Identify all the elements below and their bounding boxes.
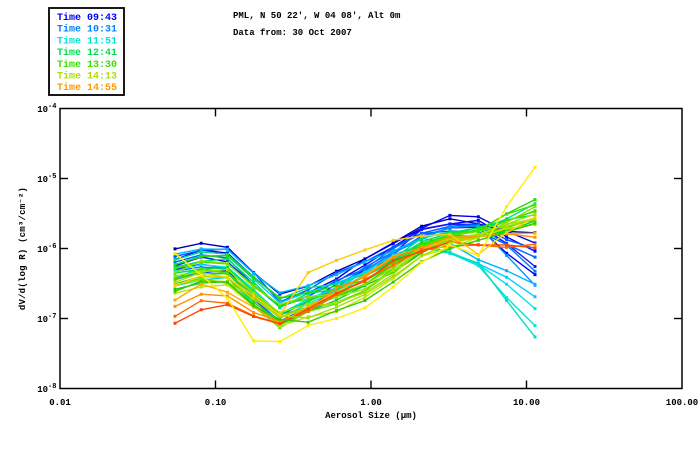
svg-text:1.00: 1.00	[360, 398, 382, 408]
svg-text:-5: -5	[48, 173, 56, 181]
svg-text:Time 14:55: Time 14:55	[57, 82, 117, 94]
svg-text:100.00: 100.00	[666, 398, 698, 408]
svg-text:10: 10	[37, 105, 48, 115]
svg-text:10: 10	[37, 385, 48, 395]
svg-text:-6: -6	[48, 243, 56, 251]
svg-text:-7: -7	[48, 313, 56, 321]
svg-text:10: 10	[37, 315, 48, 325]
svg-text:10.00: 10.00	[513, 398, 540, 408]
svg-text:0.10: 0.10	[205, 398, 227, 408]
svg-text:Time 11:51: Time 11:51	[57, 35, 117, 47]
svg-text:dV/d(log R) (cm³/cm⁻²): dV/d(log R) (cm³/cm⁻²)	[18, 187, 28, 310]
svg-text:10: 10	[37, 245, 48, 255]
svg-text:Aerosol Size (μm): Aerosol Size (μm)	[325, 411, 417, 421]
svg-text:-8: -8	[48, 383, 56, 391]
svg-text:10: 10	[37, 175, 48, 185]
svg-text:0.01: 0.01	[49, 398, 71, 408]
svg-text:Time 14:13: Time 14:13	[57, 71, 117, 83]
svg-text:-4: -4	[48, 103, 56, 111]
svg-text:Time 10:31: Time 10:31	[57, 24, 117, 36]
svg-text:Data from: 30 Oct 2007: Data from: 30 Oct 2007	[233, 28, 352, 38]
svg-text:Time 12:41: Time 12:41	[57, 47, 117, 59]
svg-text:Time 13:30: Time 13:30	[57, 59, 117, 71]
svg-text:Time 09:43: Time 09:43	[57, 12, 117, 24]
svg-text:PML, N 50 22', W 04 08', Alt 0: PML, N 50 22', W 04 08', Alt 0m	[233, 11, 401, 21]
